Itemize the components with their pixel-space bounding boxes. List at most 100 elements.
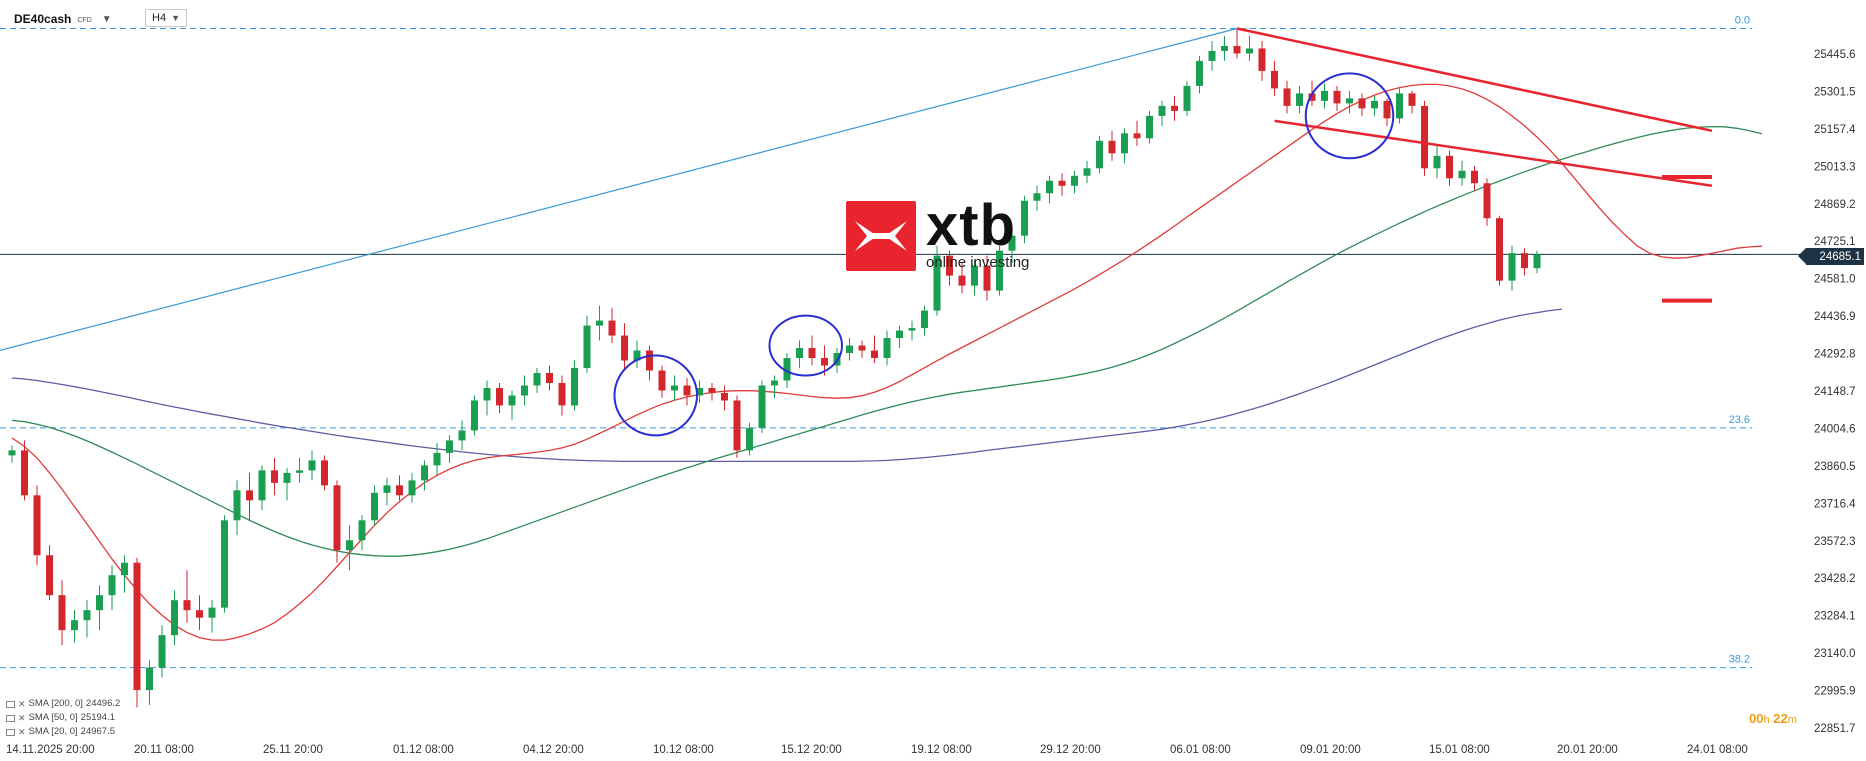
y-tick-label: 25013.3 <box>1814 161 1856 173</box>
candle-body <box>1233 45 1241 54</box>
candle-body <box>983 265 991 291</box>
candle-body <box>358 520 366 541</box>
candle-body <box>46 555 53 596</box>
candle-body <box>1521 253 1528 269</box>
legend-sma-20[interactable]: ✕ SMA [20, 0] 24967.5 <box>6 725 120 739</box>
candle-body <box>1333 90 1341 104</box>
candle-body <box>1046 180 1053 194</box>
candle-body <box>896 330 903 339</box>
candle-body <box>458 430 466 441</box>
candle-body <box>1121 133 1128 154</box>
candle-body <box>283 472 291 483</box>
candle-body <box>708 387 716 393</box>
legend-label: SMA [50, 0] <box>28 712 78 723</box>
symbol-dropdown-icon[interactable]: ▼ <box>101 13 112 25</box>
candle-body <box>583 325 591 369</box>
candle-body <box>383 485 391 493</box>
x-tick-label: 20.01 20:00 <box>1557 744 1618 756</box>
candle-body <box>1071 175 1078 186</box>
candle-body <box>908 328 916 331</box>
timeframe-select[interactable]: H4 ▼ <box>145 9 187 27</box>
candle-body <box>508 395 516 406</box>
x-tick-label: 14.11.2025 20:00 <box>6 744 95 756</box>
candle-body <box>1158 105 1166 116</box>
candle-body <box>1083 168 1091 176</box>
candle-body <box>621 335 628 361</box>
candle-body <box>171 600 178 636</box>
y-tick-label: 23284.1 <box>1814 611 1856 623</box>
y-tick-label: 23572.3 <box>1814 536 1856 548</box>
remove-indicator-icon[interactable]: ✕ <box>18 713 26 723</box>
candle-body <box>83 610 91 621</box>
timer-minutes: 22 <box>1773 711 1788 726</box>
x-tick-label: 20.11 08:00 <box>134 744 194 756</box>
x-tick-label: 09.01 20:00 <box>1300 744 1361 756</box>
fib-level-label: 23.6 <box>1729 414 1750 426</box>
y-tick-label: 25157.4 <box>1814 124 1856 136</box>
indicator-legend: ✕ SMA [200, 0] 24496.2 ✕ SMA [50, 0] 251… <box>6 697 120 739</box>
candle-body <box>808 348 816 359</box>
candle-body <box>1408 93 1416 106</box>
candle-body <box>1021 200 1028 236</box>
indicator-settings-icon[interactable] <box>6 700 15 708</box>
legend-sma-200[interactable]: ✕ SMA [200, 0] 24496.2 <box>6 697 120 711</box>
indicator-settings-icon[interactable] <box>6 714 15 722</box>
candle-body <box>858 345 866 351</box>
timer-hours-unit: h <box>1763 714 1770 726</box>
candle-body <box>1496 218 1503 281</box>
candle-body <box>333 485 341 551</box>
x-tick-label: 29.12 20:00 <box>1040 744 1101 756</box>
symbol-type: CFD <box>77 17 92 24</box>
candle-body <box>721 392 728 401</box>
remove-indicator-icon[interactable]: ✕ <box>18 727 26 737</box>
highlight-circle <box>613 354 698 437</box>
y-tick-label: 24581.0 <box>1814 274 1856 286</box>
candle-body <box>496 387 503 406</box>
candle-body <box>121 562 128 576</box>
candle-body <box>208 607 216 618</box>
y-tick-label: 23716.4 <box>1814 498 1856 510</box>
x-tick-label: 15.12 20:00 <box>781 744 842 756</box>
logo-tagline: online investing <box>926 254 1030 271</box>
candle-body <box>1346 98 1353 104</box>
timer-hours: 00 <box>1749 711 1764 726</box>
highlight-circle <box>1304 72 1395 160</box>
candle-timer: 00h 22m <box>1749 711 1797 726</box>
candle-body <box>646 350 653 371</box>
x-tick-label: 24.01 08:00 <box>1687 744 1748 756</box>
candle-body <box>696 387 703 396</box>
candle-body <box>1458 170 1466 179</box>
candle-body <box>971 265 978 286</box>
candle-body <box>783 358 791 381</box>
legend-sma-50[interactable]: ✕ SMA [50, 0] 25194.1 <box>6 711 120 725</box>
remove-indicator-icon[interactable]: ✕ <box>18 699 26 709</box>
candle-body <box>58 595 66 631</box>
candle-body <box>1471 170 1478 184</box>
candle-body <box>758 385 766 428</box>
y-tick-label: 22995.9 <box>1814 686 1856 698</box>
candle-body <box>883 338 891 359</box>
candle-body <box>1008 235 1016 251</box>
candle-body <box>1058 180 1066 186</box>
candle-body <box>796 348 803 359</box>
symbol-selector[interactable]: DE40cash CFD ▼ <box>14 8 112 30</box>
candle-body <box>658 370 666 391</box>
candle-body <box>958 275 966 286</box>
candle-body <box>246 490 253 501</box>
candle-body <box>946 255 953 276</box>
candlesticks <box>8 28 1541 708</box>
candle-body <box>933 255 941 311</box>
candle-body <box>296 470 303 473</box>
candle-body <box>546 373 553 383</box>
candle-body <box>1246 48 1253 54</box>
candle-body <box>221 520 228 608</box>
candle-body <box>1321 90 1328 101</box>
logo-word: xtb <box>926 193 1016 258</box>
indicator-settings-icon[interactable] <box>6 728 15 736</box>
candle-body <box>1446 155 1453 179</box>
candle-body <box>108 575 116 596</box>
sma-50-line <box>11 125 1763 557</box>
candle-body <box>533 373 541 386</box>
candle-body <box>608 320 616 336</box>
